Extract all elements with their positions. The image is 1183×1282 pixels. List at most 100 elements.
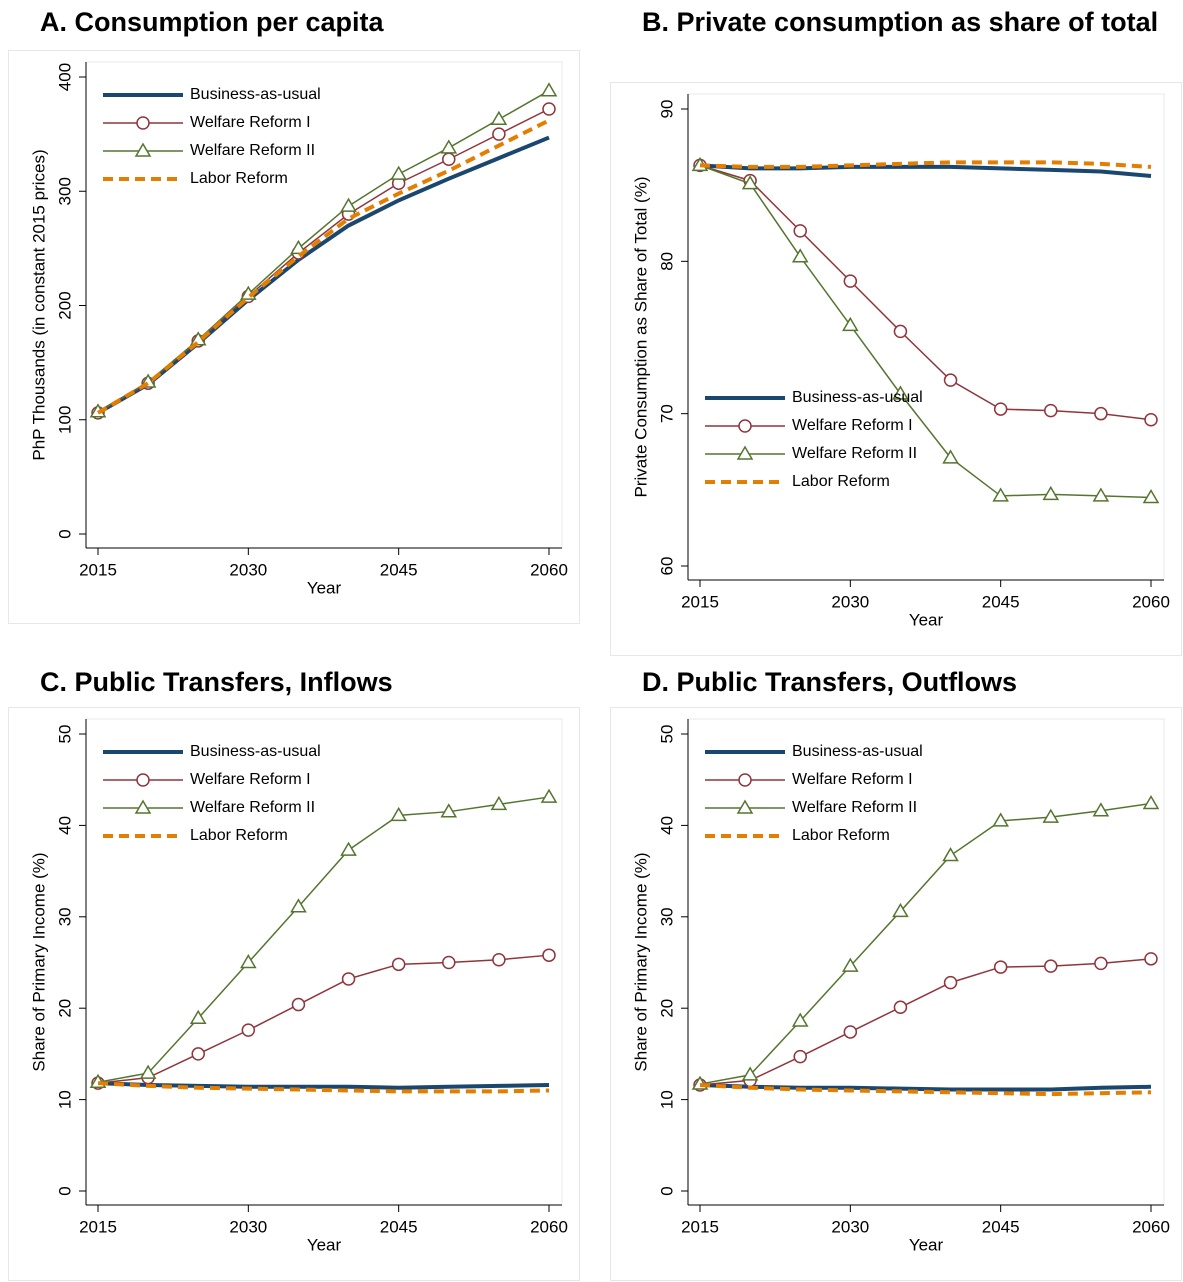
series-line	[97, 1081, 550, 1094]
x-tick-label: 2045	[380, 560, 418, 579]
y-axis-title: Share of Primary Income (%)	[29, 852, 48, 1071]
x-tick-label: 2045	[982, 1217, 1020, 1236]
legend-marker	[136, 116, 150, 130]
point	[1042, 485, 1060, 501]
y-tick-label: 400	[55, 63, 74, 91]
point	[191, 1047, 205, 1061]
point	[290, 239, 307, 255]
y-tick-label: 70	[657, 404, 676, 423]
series-line	[699, 1082, 1152, 1097]
point	[189, 331, 207, 346]
plot-border	[85, 61, 563, 549]
x-axis-title: Year	[909, 1235, 944, 1254]
legend-marker	[736, 445, 754, 460]
point	[542, 948, 556, 962]
point	[1142, 488, 1160, 504]
point	[1044, 403, 1058, 418]
point	[490, 110, 508, 126]
series-line	[699, 164, 1152, 499]
y-tick-label: 30	[55, 907, 74, 926]
y-tick-label: 20	[55, 999, 74, 1018]
legend-label: Welfare Reform II	[792, 445, 917, 462]
legend-marker	[136, 773, 150, 787]
legend-label: Welfare Reform II	[792, 799, 917, 816]
point	[240, 954, 257, 969]
point	[540, 82, 558, 97]
series-line	[97, 90, 550, 413]
legend-marker	[736, 799, 754, 814]
point	[540, 788, 558, 803]
y-tick-label: 10	[657, 1090, 676, 1109]
point	[340, 197, 357, 212]
x-tick-label: 2015	[79, 560, 117, 579]
y-tick-label: 40	[657, 816, 676, 835]
legend-label: Welfare Reform I	[190, 114, 311, 131]
x-tick-label: 2015	[79, 1217, 117, 1236]
chart-title: D. Public Transfers, Outflows	[642, 667, 1018, 697]
legend-label: Welfare Reform II	[190, 142, 315, 159]
series-line	[699, 1082, 1152, 1092]
x-tick-label: 2060	[1132, 592, 1170, 611]
x-axis-title: Year	[307, 1235, 342, 1254]
y-tick-label: 0	[657, 1186, 676, 1195]
x-tick-label: 2045	[380, 1217, 418, 1236]
point	[843, 1025, 858, 1039]
legend-label: Welfare Reform I	[190, 771, 311, 788]
point	[1092, 802, 1110, 817]
point	[492, 127, 506, 141]
chart-title: B. Private consumption as share of total	[642, 7, 1159, 37]
legend-label: Business-as-usual	[190, 86, 321, 103]
x-tick-label: 2015	[681, 592, 719, 611]
point	[943, 373, 958, 387]
point	[139, 1064, 157, 1079]
point	[943, 975, 958, 990]
y-tick-label: 80	[657, 252, 676, 271]
x-axis-title: Year	[909, 610, 944, 629]
legend-label: Labor Reform	[190, 170, 288, 187]
point	[1042, 808, 1060, 823]
y-tick-label: 60	[657, 557, 676, 576]
y-tick-label: 50	[657, 725, 676, 744]
chart-title: C. Public Transfers, Inflows	[40, 667, 393, 697]
point	[791, 248, 809, 263]
point	[290, 898, 307, 913]
point	[942, 449, 959, 464]
point	[241, 1023, 256, 1037]
point	[341, 972, 356, 986]
legend-label: Labor Reform	[190, 827, 288, 844]
x-tick-label: 2060	[530, 560, 568, 579]
plot-border	[687, 718, 1165, 1206]
legend-label: Business-as-usual	[792, 743, 923, 760]
point	[440, 803, 458, 818]
series-line	[699, 802, 1152, 1085]
point	[1044, 959, 1058, 973]
point	[1092, 487, 1110, 502]
series-line	[97, 1081, 550, 1090]
chart-title: A. Consumption per capita	[40, 7, 384, 37]
point	[391, 957, 406, 972]
x-tick-label: 2015	[681, 1217, 719, 1236]
series-line	[699, 160, 1152, 169]
point	[340, 841, 357, 856]
legend-label: Labor Reform	[792, 827, 890, 844]
x-tick-label: 2030	[831, 1217, 869, 1236]
y-tick-label: 10	[55, 1090, 74, 1109]
series-line	[97, 108, 550, 414]
point	[1094, 956, 1108, 971]
chart-panel: 0 100 200 300 400 2015 2030 2045 2060 Year PhP Tho…	[8, 50, 580, 624]
legend-marker	[134, 799, 152, 814]
legend-label: Welfare Reform I	[792, 771, 913, 788]
point	[942, 847, 959, 862]
series-line	[97, 796, 550, 1083]
series-line	[699, 164, 1152, 421]
y-tick-label: 90	[657, 100, 676, 119]
point	[390, 806, 407, 822]
y-tick-label: 100	[55, 406, 74, 434]
point	[893, 324, 908, 339]
point	[893, 1000, 908, 1015]
point	[442, 152, 456, 167]
point	[843, 274, 858, 288]
